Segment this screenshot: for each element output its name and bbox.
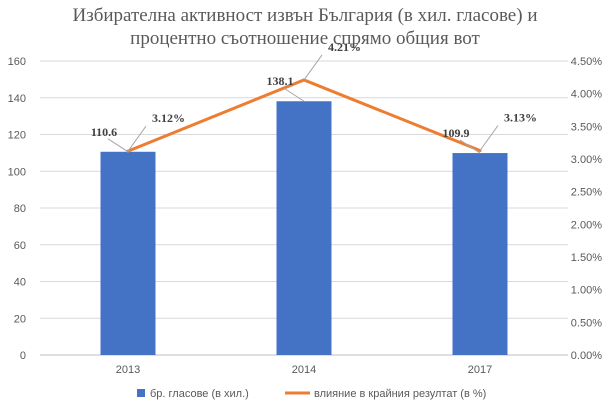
axes: 0 20 40 60 80 100 120 140 160 0.00% 0.50% 1.00% 1.50…	[8, 56, 603, 376]
line-label-leader	[303, 54, 323, 81]
y-right-tick-label: 0.50%	[571, 317, 602, 329]
legend-label-line: влияние в крайния резултат (в %)	[314, 388, 486, 400]
chart-title-line-1: Избирателна активност извън България (в …	[72, 5, 538, 26]
y-left-tick-label: 140	[8, 93, 26, 105]
y-left-tick-label: 160	[8, 56, 26, 68]
bar	[452, 153, 508, 355]
line-value-label: 4.21%	[328, 40, 361, 54]
bar-label-leader	[459, 139, 481, 154]
y-left-tick-label: 0	[20, 350, 26, 362]
y-left-tick-label: 40	[14, 277, 26, 289]
y-right-tick-label: 2.00%	[571, 219, 602, 231]
y-right-tick-label: 4.50%	[571, 56, 602, 68]
y-right-tick-label: 1.50%	[571, 252, 602, 264]
y-right-tick-label: 3.00%	[571, 154, 602, 166]
bar-value-label: 109.9	[443, 126, 470, 140]
chart-title-line-2: процентно съотношение спрямо общия вот	[130, 28, 480, 49]
bar-label-leader	[107, 138, 129, 153]
y-right-tick-label: 0.00%	[571, 350, 602, 362]
bar	[100, 151, 156, 355]
y-right-tick-label: 4.00%	[571, 89, 602, 101]
x-tick-label: 2013	[116, 364, 140, 376]
y-left-tick-label: 80	[14, 203, 26, 215]
x-tick-label: 2017	[468, 364, 492, 376]
legend-label-bar: бр. гласове (в хил.)	[150, 388, 249, 400]
line-value-label: 3.12%	[152, 111, 185, 125]
line-label-leader	[479, 125, 499, 151]
y-right-tick-label: 1.00%	[571, 285, 602, 297]
y-left-tick-label: 100	[8, 166, 26, 178]
bar-value-label: 110.6	[91, 125, 117, 139]
chart-title: Избирателна активност извън България (в …	[0, 4, 610, 50]
bar-series	[100, 101, 508, 356]
line-label-leader	[127, 125, 147, 152]
bar	[276, 101, 332, 356]
y-left-tick-label: 120	[8, 130, 26, 142]
legend-swatch-bar	[137, 389, 145, 397]
bar-value-label: 138.1	[267, 74, 294, 88]
data-labels: 110.6 138.1 109.9 3.12% 4.21% 3.13%	[91, 40, 537, 154]
bar-label-leader	[283, 87, 305, 102]
y-left-tick-label: 60	[14, 240, 26, 252]
x-tick-label: 2014	[292, 364, 316, 376]
y-right-tick-label: 2.50%	[571, 187, 602, 199]
legend: бр. гласове (в хил.) влияние в крайния ре…	[137, 388, 486, 400]
line-value-label: 3.13%	[504, 111, 537, 125]
y-right-tick-label: 3.50%	[571, 121, 602, 133]
y-left-tick-label: 20	[14, 313, 26, 325]
